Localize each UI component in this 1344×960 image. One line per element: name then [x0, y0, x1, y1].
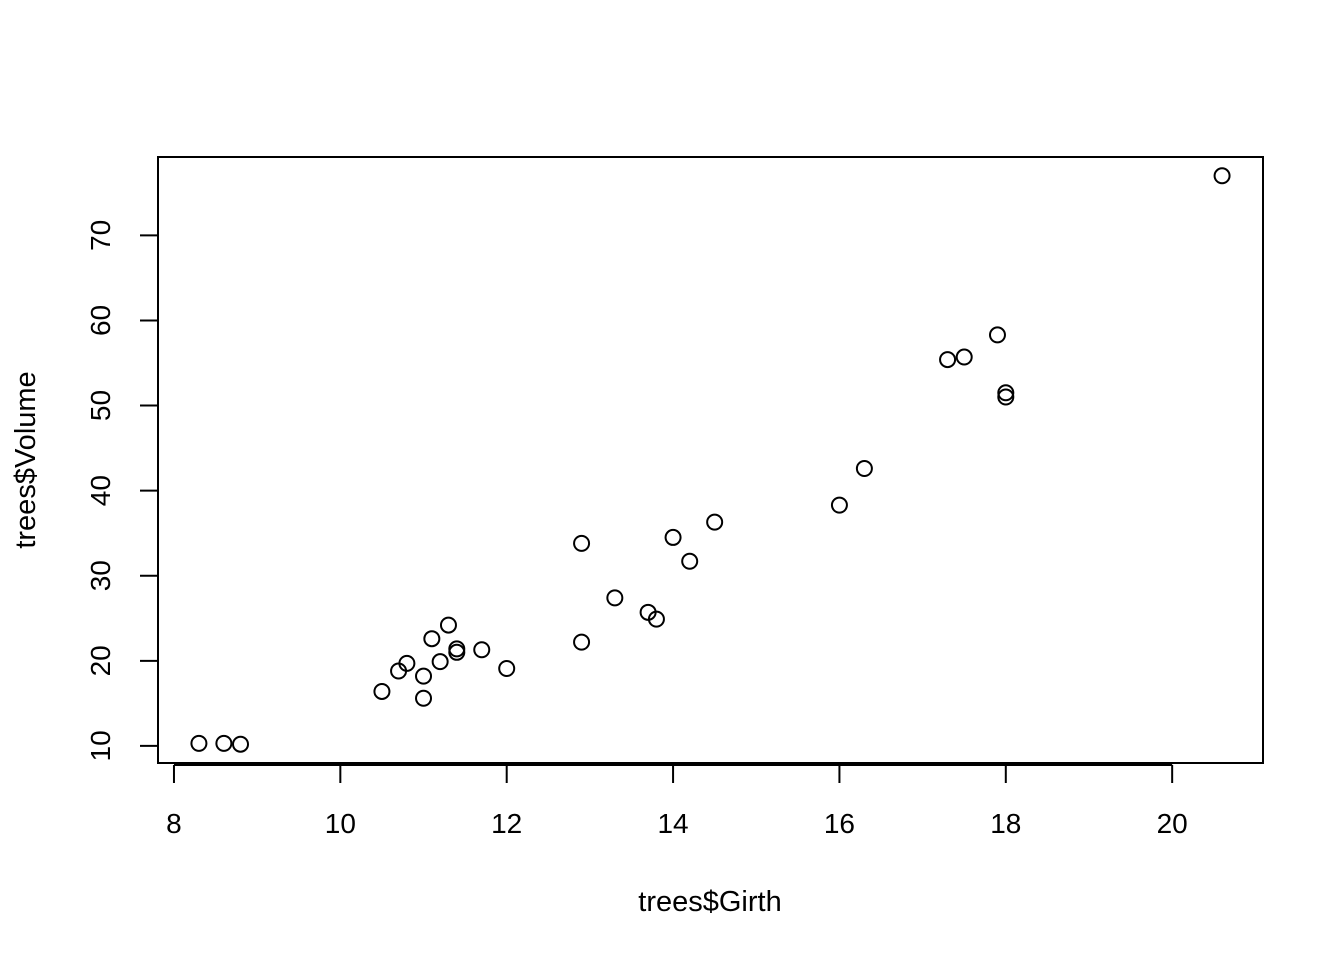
data-point	[855, 460, 873, 478]
data-points	[190, 167, 1231, 753]
x-tick-label: 14	[657, 808, 688, 839]
data-point	[448, 640, 466, 658]
y-axis: 10 20 30 40 50 60 70	[85, 220, 159, 761]
data-point	[423, 630, 441, 648]
data-point	[232, 735, 250, 753]
x-tick-label: 12	[491, 808, 522, 839]
x-tick-label: 20	[1157, 808, 1188, 839]
y-tick-label: 10	[85, 730, 116, 761]
x-tick-label: 10	[325, 808, 356, 839]
x-axis: 8 10 12 14 16 18 20	[166, 764, 1188, 839]
data-point	[190, 734, 208, 752]
data-point	[681, 552, 699, 570]
data-point	[373, 682, 391, 700]
data-point	[498, 659, 516, 677]
data-point	[573, 633, 591, 651]
y-tick-label: 30	[85, 560, 116, 591]
x-axis-label: trees$Girth	[638, 886, 781, 918]
x-tick-label: 16	[824, 808, 855, 839]
data-point	[473, 641, 491, 659]
data-point	[997, 388, 1015, 406]
plot-frame	[157, 156, 1264, 764]
data-point	[955, 348, 973, 366]
data-point	[1213, 167, 1231, 185]
data-point	[706, 513, 724, 531]
y-tick-label: 70	[85, 220, 116, 251]
data-point	[439, 616, 457, 634]
data-point	[939, 351, 957, 369]
data-point	[606, 589, 624, 607]
data-point	[997, 384, 1015, 402]
data-point	[415, 689, 433, 707]
x-tick-label: 8	[166, 808, 182, 839]
data-point	[664, 528, 682, 546]
y-axis-label: trees$Volume	[10, 371, 42, 548]
y-tick-label: 20	[85, 645, 116, 676]
y-tick-label: 50	[85, 390, 116, 421]
data-point	[988, 326, 1006, 344]
data-point	[431, 653, 449, 671]
data-point	[647, 610, 665, 628]
data-point	[215, 734, 233, 752]
data-point	[830, 496, 848, 514]
y-tick-label: 60	[85, 305, 116, 336]
y-tick-label: 40	[85, 475, 116, 506]
data-point	[415, 667, 433, 685]
data-point	[448, 643, 466, 661]
data-point	[398, 654, 416, 672]
data-point	[573, 534, 591, 552]
x-tick-label: 18	[990, 808, 1021, 839]
